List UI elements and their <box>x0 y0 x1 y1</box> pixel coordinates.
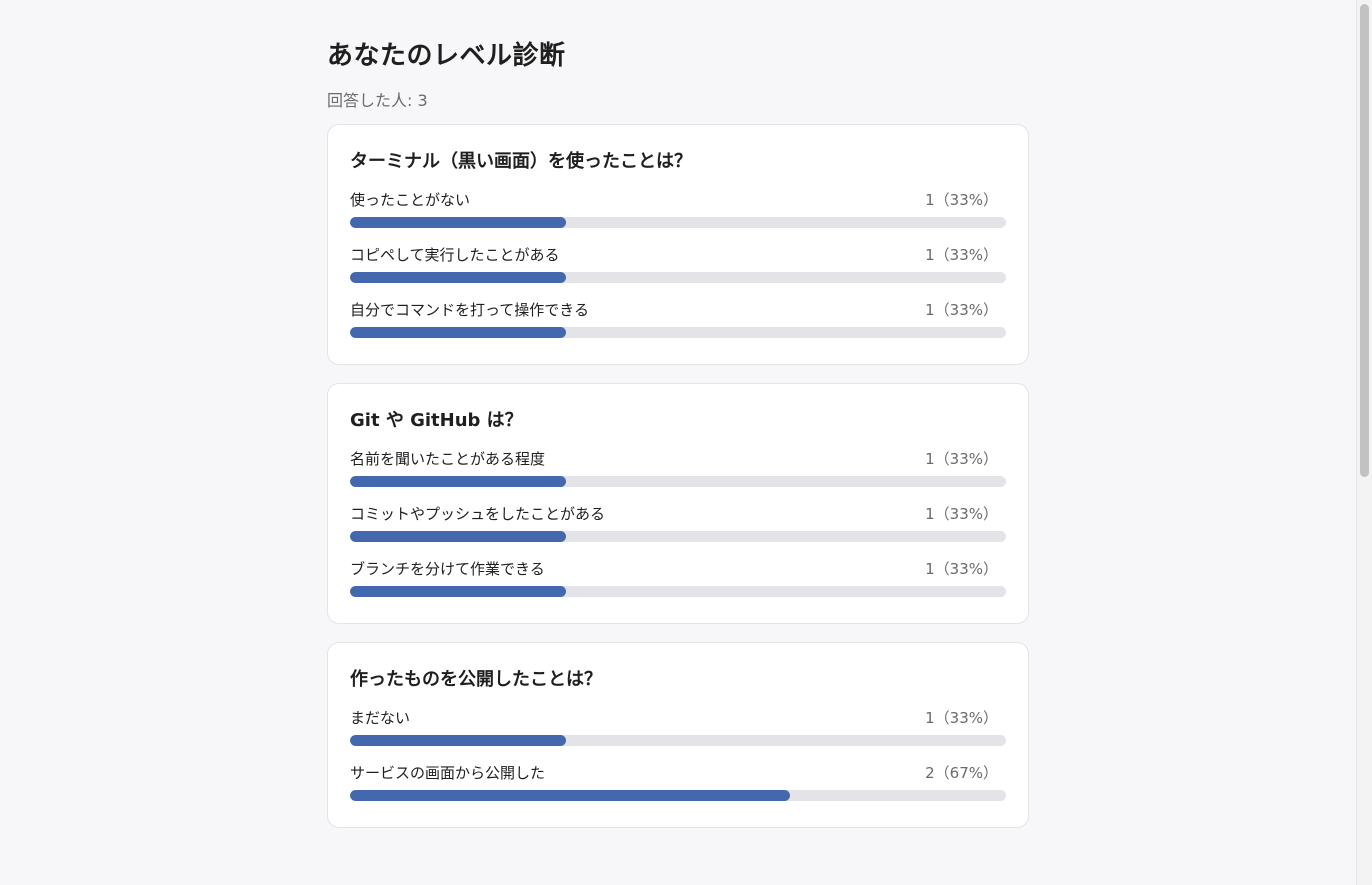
answer-option: 名前を聞いたことがある程度 1（33%） <box>350 448 1006 487</box>
option-label: 名前を聞いたことがある程度 <box>350 450 546 468</box>
option-label: ブランチを分けて作業できる <box>350 560 545 578</box>
option-count: 2（67%） <box>925 764 998 782</box>
result-bar-fill <box>350 586 567 597</box>
option-label: コピペして実行したことがある <box>350 246 560 264</box>
answer-option: まだない 1（33%） <box>350 707 1006 746</box>
option-count: 1（33%） <box>925 191 998 209</box>
option-label: サービスの画面から公開した <box>350 764 546 782</box>
result-bar-fill <box>350 217 567 228</box>
question-card: 作ったものを公開したことは？ まだない 1（33%） サービスの画面から公開した… <box>327 642 1029 828</box>
result-bar <box>350 735 1006 746</box>
respondent-count: 回答した人: 3 <box>327 91 428 110</box>
option-count: 1（33%） <box>925 301 998 319</box>
results-content: あなたのレベル診断 回答した人: 3 ターミナル（黒い画面）を使ったことは？ 使… <box>327 36 1029 828</box>
result-bar <box>350 217 1006 228</box>
result-bar-fill <box>350 531 567 542</box>
vertical-scrollbar[interactable] <box>1356 0 1372 885</box>
option-label: まだない <box>350 709 411 727</box>
option-count: 1（33%） <box>925 505 998 523</box>
result-bar <box>350 327 1006 338</box>
result-bar-fill <box>350 327 567 338</box>
option-count: 1（33%） <box>925 709 998 727</box>
option-label: 使ったことがない <box>350 191 471 209</box>
result-bar-fill <box>350 735 567 746</box>
question-title: 作ったものを公開したことは？ <box>350 669 602 690</box>
answer-option: コミットやプッシュをしたことがある 1（33%） <box>350 503 1006 542</box>
option-label: 自分でコマンドを打って操作できる <box>350 301 589 319</box>
question-list: ターミナル（黒い画面）を使ったことは？ 使ったことがない 1（33%） コピペし… <box>327 124 1029 828</box>
question-title: ターミナル（黒い画面）を使ったことは？ <box>350 151 692 172</box>
answer-option: サービスの画面から公開した 2（67%） <box>350 762 1006 801</box>
result-bar-fill <box>350 476 567 487</box>
question-title: Git や GitHub は？ <box>350 410 523 431</box>
answer-option: ブランチを分けて作業できる 1（33%） <box>350 558 1006 597</box>
result-bar-fill <box>350 790 790 801</box>
answer-option: 使ったことがない 1（33%） <box>350 189 1006 228</box>
page-title: あなたのレベル診断 <box>327 41 566 71</box>
result-bar <box>350 790 1006 801</box>
answer-option: 自分でコマンドを打って操作できる 1（33%） <box>350 299 1006 338</box>
result-bar-fill <box>350 272 567 283</box>
option-count: 1（33%） <box>925 560 998 578</box>
result-bar <box>350 476 1006 487</box>
result-bar <box>350 531 1006 542</box>
result-bar <box>350 272 1006 283</box>
scrollbar-thumb[interactable] <box>1360 4 1369 477</box>
result-bar <box>350 586 1006 597</box>
question-card: ターミナル（黒い画面）を使ったことは？ 使ったことがない 1（33%） コピペし… <box>327 124 1029 365</box>
question-card: Git や GitHub は？ 名前を聞いたことがある程度 1（33%） コミッ… <box>327 383 1029 624</box>
option-count: 1（33%） <box>925 246 998 264</box>
answer-option: コピペして実行したことがある 1（33%） <box>350 244 1006 283</box>
option-count: 1（33%） <box>925 450 998 468</box>
option-label: コミットやプッシュをしたことがある <box>350 505 606 523</box>
